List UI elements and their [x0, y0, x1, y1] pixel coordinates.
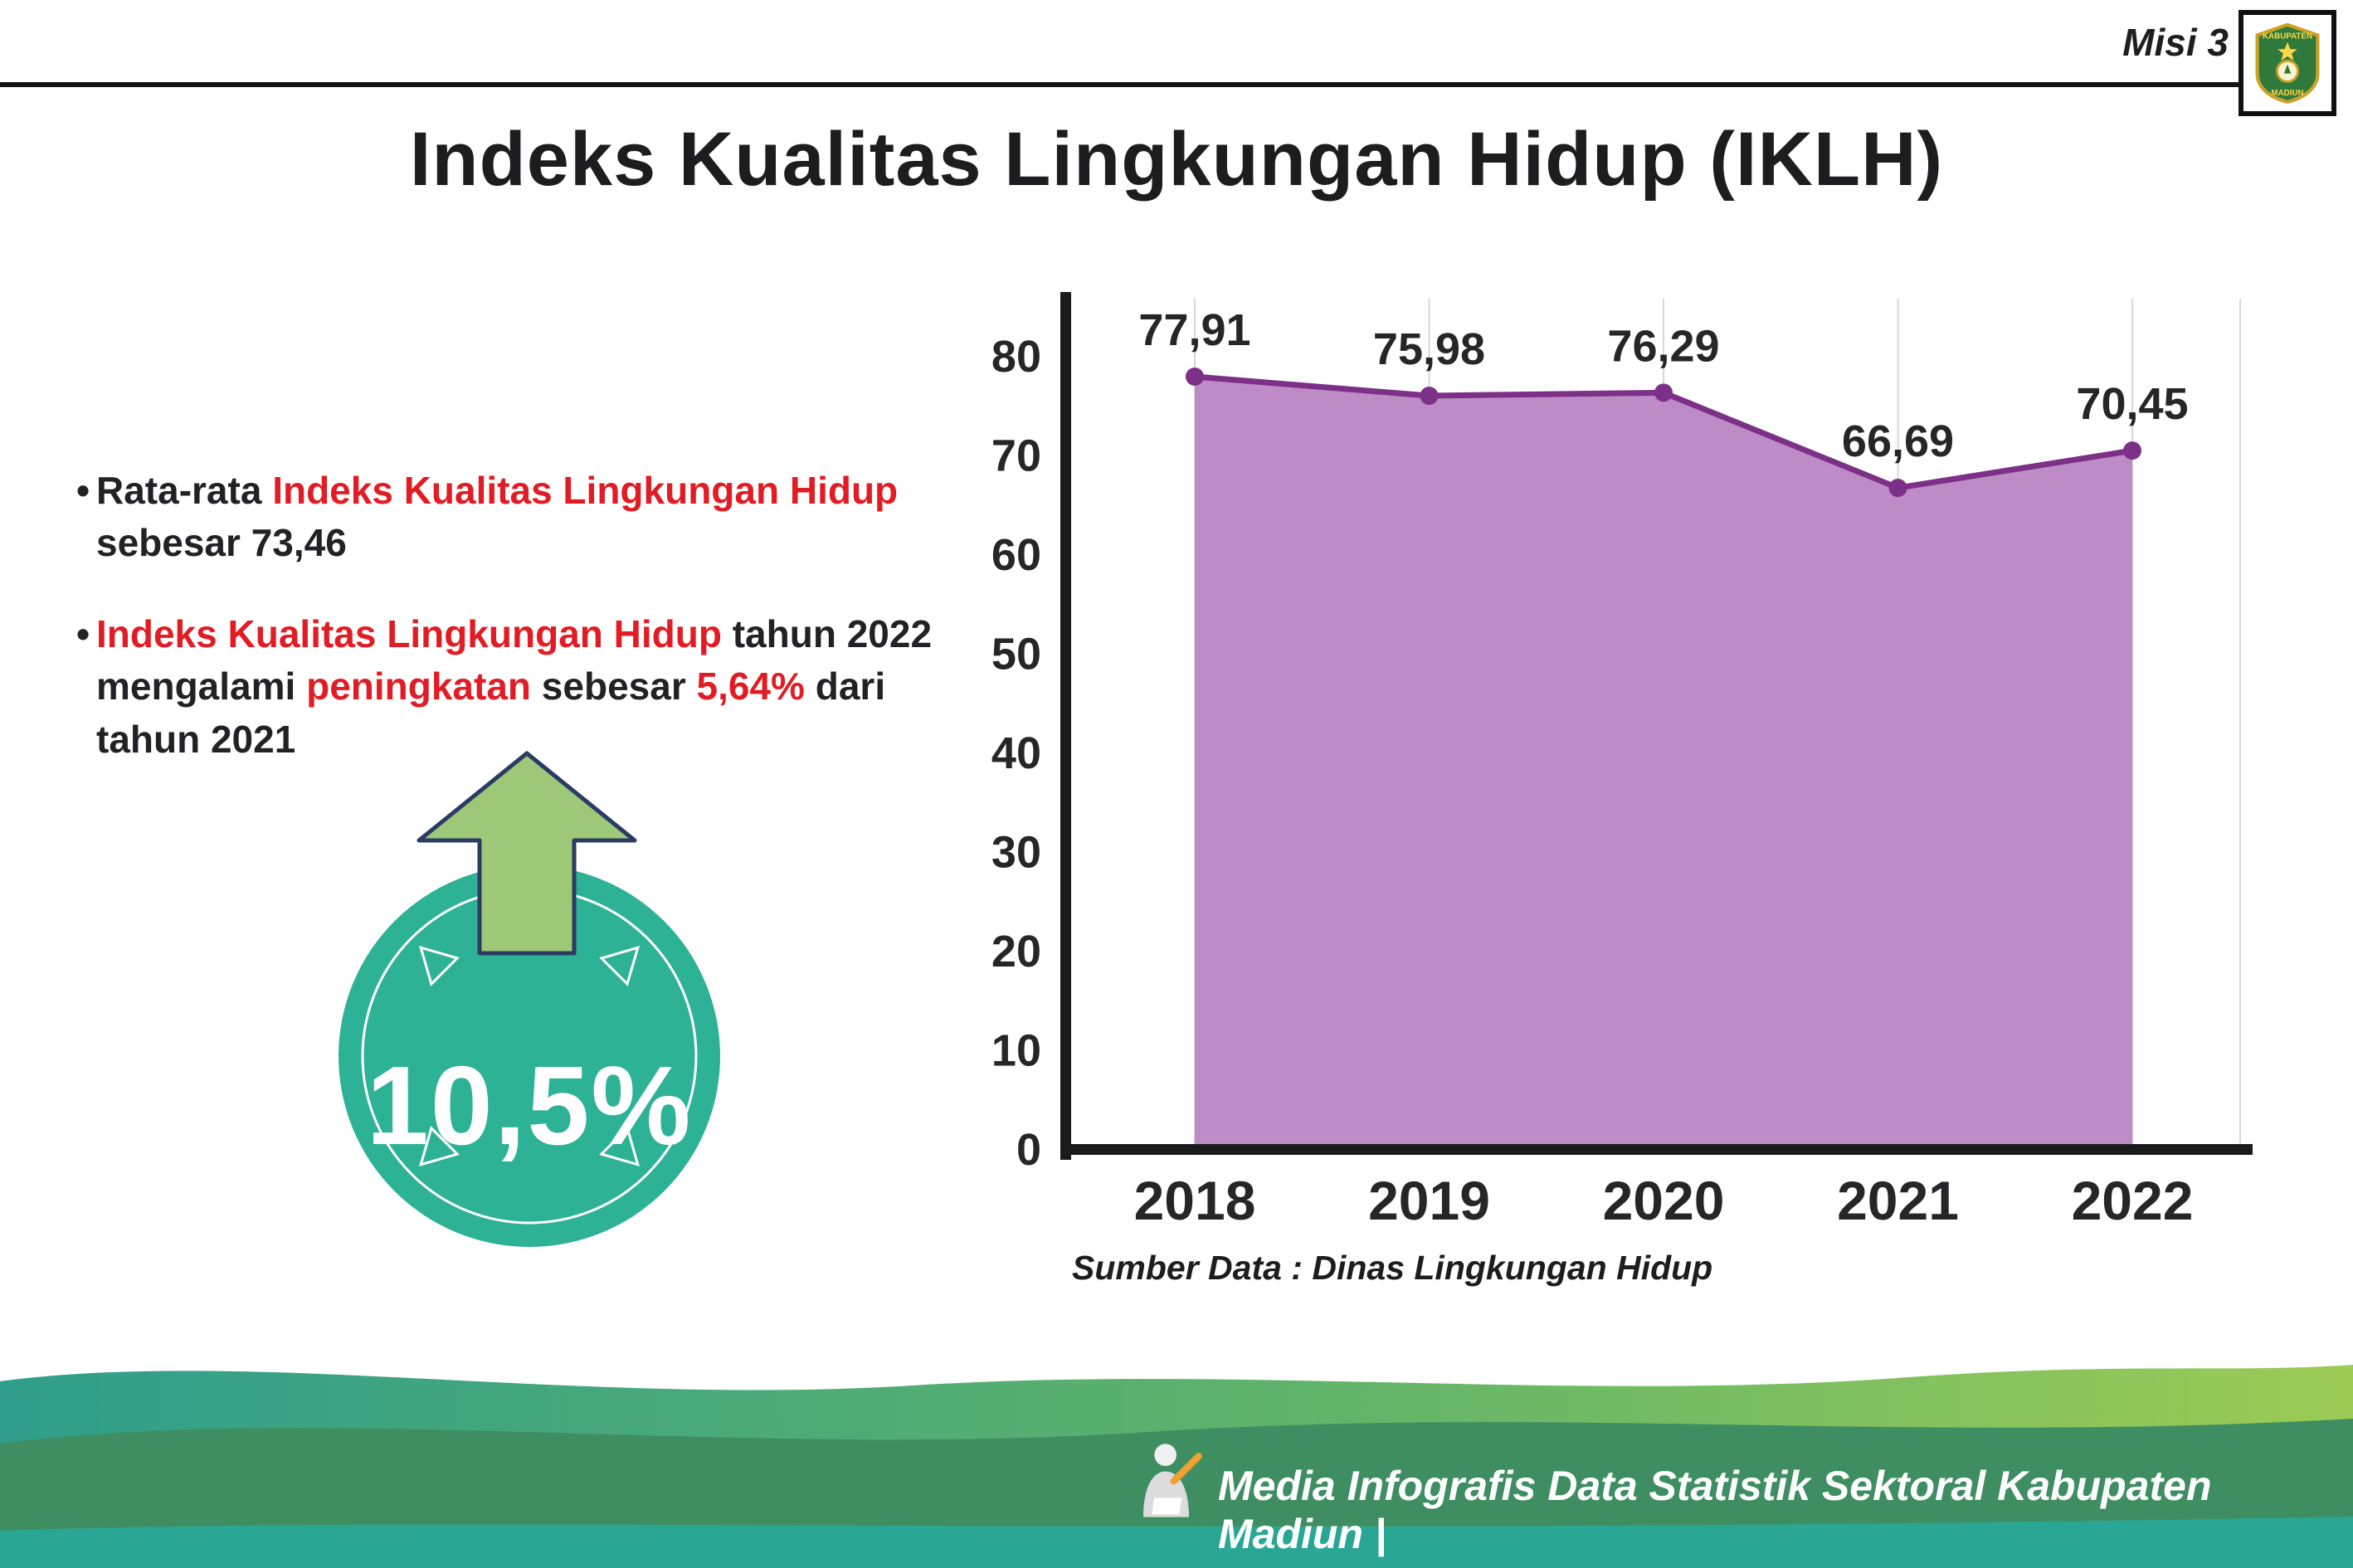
chart-category-label: 2019 — [1368, 1170, 1490, 1231]
chart-ytick-label: 10 — [991, 1026, 1041, 1076]
chart-category-label: 2020 — [1603, 1170, 1725, 1231]
chart-point — [1888, 479, 1907, 498]
logo-top-text: KABUPATEN — [2263, 32, 2312, 41]
chart-point — [1420, 387, 1439, 406]
chart-category-label: 2021 — [1837, 1170, 1959, 1231]
bullet-list: • Rata-rata Indeks Kualitas Lingkungan Hi… — [76, 465, 981, 804]
chart-value-label: 77,91 — [1138, 305, 1250, 355]
chart-value-label: 75,98 — [1373, 324, 1485, 374]
footer-credit: Media Infografis Data Statistik Sektoral… — [1218, 1463, 2212, 1557]
triangle-icon — [419, 946, 460, 986]
chart-value-label: 70,45 — [2076, 379, 2188, 429]
triangle-icon — [599, 945, 641, 986]
footer-strip-teal — [0, 1517, 2353, 1568]
chart-ytick-label: 70 — [991, 431, 1041, 481]
increase-badge: 10,5% — [339, 865, 720, 1247]
chart-ytick-label: 80 — [991, 332, 1041, 382]
chart-source-label: Sumber Data : Dinas Lingkungan Hidup — [1072, 1249, 1713, 1287]
chart-value-label: 66,69 — [1842, 416, 1954, 466]
chart-point — [2123, 441, 2141, 460]
page-title: Indeks Kualitas Lingkungan Hidup (IKLH) — [409, 117, 1944, 202]
chart-value-label: 76,29 — [1607, 321, 1719, 371]
arrow-up-icon — [417, 751, 637, 956]
chart-area — [1195, 376, 2132, 1150]
chart-ytick-label: 50 — [991, 630, 1041, 679]
chart-ytick-label: 0 — [1016, 1125, 1041, 1175]
chart-x-axis — [1060, 1144, 2253, 1155]
bullet-item: • Indeks Kualitas Lingkungan Hidup tahun … — [76, 611, 933, 761]
chart-category-label: 2018 — [1134, 1170, 1256, 1231]
chart-point — [1654, 383, 1673, 402]
logo-bottom-text: MADIUN — [2271, 89, 2303, 98]
badge-ring-decoration — [361, 888, 698, 1225]
chart-point — [1186, 367, 1204, 386]
mascot-icon — [1143, 1444, 1202, 1517]
chart-ytick-label: 30 — [991, 828, 1041, 878]
chart-category-label: 2022 — [2072, 1170, 2194, 1231]
chart-ytick-label: 40 — [991, 728, 1041, 778]
increase-percent-label: 10,5% — [366, 1043, 693, 1168]
triangle-icon — [419, 1126, 460, 1166]
kabupaten-madiun-logo: KABUPATEN MADIUN — [2239, 10, 2336, 116]
bullet-item: • Rata-rata Indeks Kualitas Lingkungan Hi… — [76, 469, 899, 565]
chart-y-axis — [1060, 292, 1071, 1160]
crest-icon: KABUPATEN MADIUN — [2255, 22, 2320, 104]
iklh-chart-svg: 77,91 75,98 76,29 66,69 70,45 0 10 20 30 40 50 60 70… — [991, 292, 2253, 1231]
chart-ytick-label: 60 — [991, 530, 1041, 580]
header-divider-line — [0, 82, 2240, 87]
star-icon — [2277, 41, 2297, 61]
chart-ytick-label: 20 — [991, 927, 1041, 976]
misi-label: Misi 3 — [2122, 21, 2229, 64]
triangle-icon — [599, 1126, 640, 1166]
